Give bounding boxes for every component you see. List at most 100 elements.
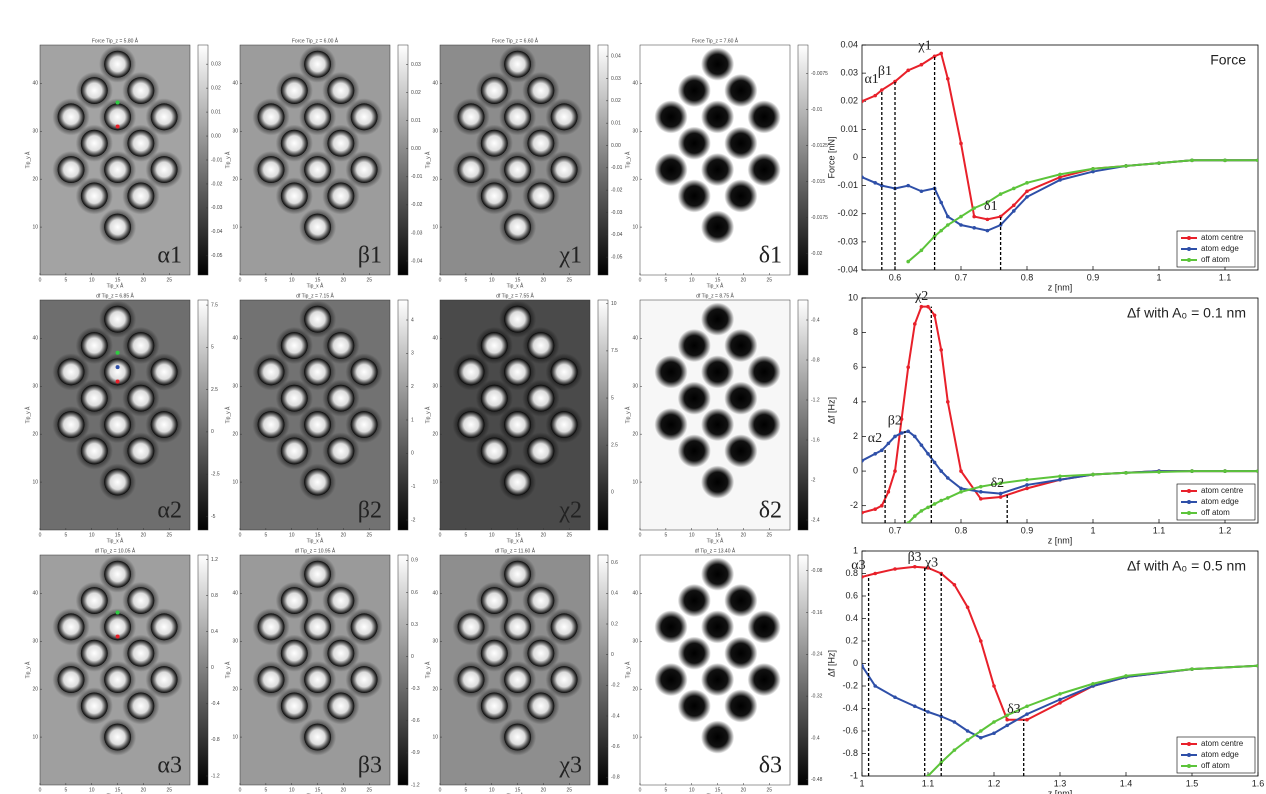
atom [57, 411, 85, 439]
y-tick-label: 30 [232, 384, 238, 390]
point [862, 99, 864, 104]
atom [480, 332, 508, 359]
x-tick-label: 25 [767, 277, 773, 283]
x-tick-label: 0.7 [889, 525, 902, 535]
point [985, 228, 990, 233]
point [899, 417, 904, 421]
x-tick-label: 15 [715, 277, 721, 283]
panel-label: α2 [157, 498, 182, 524]
colorbar-tick-label: 0.8 [211, 593, 218, 599]
y-tick-label: -0.4 [842, 703, 858, 713]
x-tick-label: 15 [515, 787, 521, 793]
y-axis-label: Δf [Hz] [826, 397, 836, 424]
x-tick-label: 0 [439, 277, 442, 283]
point [985, 200, 990, 205]
map-image [440, 555, 590, 785]
y-tick-label: 40 [432, 591, 438, 597]
map-image [40, 45, 190, 275]
atom [701, 355, 735, 389]
y-tick-label: 40 [32, 81, 38, 87]
x-tick-label: 20 [141, 277, 147, 283]
atom [304, 358, 332, 386]
y-tick-label: 40 [432, 336, 438, 342]
y-tick-label: 10 [632, 224, 638, 230]
x-axis-label: z [nm] [1048, 788, 1073, 794]
panel-label: χ1 [558, 243, 582, 269]
point [979, 735, 983, 740]
y-tick-label: 20 [232, 686, 238, 692]
atom [104, 411, 132, 439]
atom [280, 182, 308, 210]
colorbar-tick-label: 0.02 [611, 98, 621, 104]
x-tick-label: 5 [264, 277, 267, 283]
panel-label: χ2 [558, 498, 582, 524]
atom [701, 408, 735, 442]
atom [350, 613, 378, 641]
marker-label: χ2 [914, 289, 928, 304]
atom [304, 50, 332, 78]
panel-label: β2 [358, 498, 382, 524]
point [1223, 469, 1227, 473]
atom [350, 156, 378, 184]
legend-marker [1187, 247, 1191, 251]
point [965, 738, 970, 742]
point [1190, 667, 1194, 671]
atom [527, 437, 555, 465]
point [1190, 469, 1194, 473]
atom [80, 437, 108, 465]
atom [677, 381, 711, 415]
colorbar-tick-label: -1.6 [811, 437, 820, 443]
atom [350, 411, 378, 439]
point [959, 141, 963, 146]
y-tick-label: 20 [32, 176, 38, 182]
atom [747, 355, 781, 389]
x-axis-label: Tip_x Å [507, 282, 524, 289]
legend-label: atom edge [1201, 750, 1239, 759]
atom [127, 692, 155, 720]
point [862, 575, 864, 579]
y-tick-label: 6 [853, 362, 858, 372]
colorbar-tick-label: 7.5 [611, 348, 618, 354]
point [873, 451, 877, 456]
atom [724, 689, 758, 723]
atom [104, 50, 132, 78]
point [932, 502, 937, 506]
y-tick-label: 0 [853, 152, 858, 162]
point [873, 93, 877, 98]
point [1058, 178, 1062, 182]
atom [327, 332, 355, 359]
x-tick-label: 0 [239, 532, 242, 538]
x-tick-label: 0.7 [955, 272, 968, 282]
colorbar-tick-label: -0.8 [811, 357, 820, 363]
point [998, 491, 1003, 496]
x-tick-label: 10 [289, 277, 295, 283]
probe-dot [115, 610, 120, 615]
x-tick-label: 25 [367, 787, 373, 793]
x-tick-label: 10 [89, 532, 95, 538]
map-image [240, 300, 390, 530]
map-title: df Tip_z = 7.55 Å [496, 292, 534, 299]
atom [480, 129, 508, 157]
colorbar-tick-label: -0.08 [811, 568, 823, 574]
colorbar [397, 554, 409, 786]
x-tick-label: 5 [664, 277, 667, 283]
colorbar-tick-label: 0.03 [611, 76, 621, 82]
x-tick-label: 10 [489, 532, 495, 538]
legend-label: atom centre [1201, 233, 1244, 242]
point [932, 313, 937, 318]
x-tick-label: 1.1 [1153, 525, 1166, 535]
point [880, 183, 884, 188]
map-title: df Tip_z = 13.40 Å [695, 547, 736, 554]
point [880, 88, 884, 92]
atom [747, 100, 781, 134]
y-tick-label: -0.6 [842, 725, 858, 735]
atom [257, 156, 285, 184]
atom [327, 437, 355, 465]
point [1058, 474, 1062, 479]
colorbar-tick-label: -0.02 [411, 202, 423, 208]
map-image [40, 300, 190, 530]
point [873, 181, 877, 185]
y-tick-label: 0 [853, 465, 858, 475]
colorbar-tick-label: 0.03 [211, 61, 221, 67]
colorbar-tick-label: 0.03 [411, 62, 421, 68]
